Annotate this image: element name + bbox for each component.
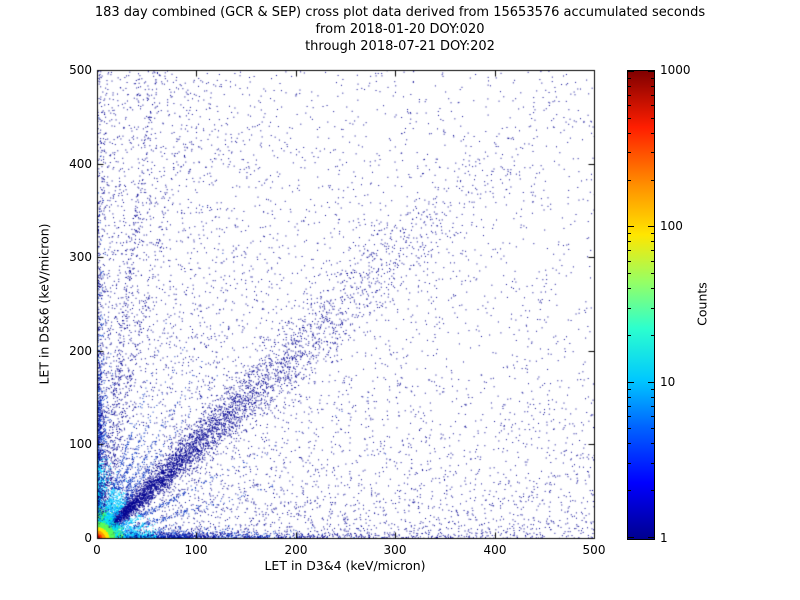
x-axis-label: LET in D3&4 (keV/micron)	[264, 558, 426, 573]
colorbar-tick	[651, 397, 654, 398]
colorbar-tick	[628, 261, 631, 262]
colorbar-tick	[628, 71, 634, 72]
colorbar-tick	[651, 95, 654, 96]
colorbar-tick	[628, 118, 631, 119]
x-tick-label-400: 400	[483, 543, 507, 557]
colorbar-tick	[651, 180, 654, 181]
colorbar-tick-label-100: 100	[660, 219, 683, 233]
colorbar-tick	[628, 86, 631, 87]
colorbar-tick	[628, 463, 631, 464]
colorbar-tick	[651, 416, 654, 417]
colorbar-tick	[651, 250, 654, 251]
colorbar-tick	[628, 416, 631, 417]
y-tick-label-300: 300	[69, 250, 92, 264]
chart-title: 183 day combined (GCR & SEP) cross plot …	[0, 4, 800, 55]
colorbar-tick	[628, 152, 631, 153]
colorbar-tick	[648, 382, 654, 383]
x-tick-label-300: 300	[383, 543, 407, 557]
colorbar-tick	[651, 261, 654, 262]
chart-title-line2: from 2018-01-20 DOY:020	[315, 22, 485, 37]
colorbar-tick	[628, 241, 631, 242]
colorbar-tick	[651, 308, 654, 309]
colorbar-tick	[628, 406, 631, 407]
colorbar-axis-label: Counts	[694, 282, 710, 326]
colorbar-tick	[651, 273, 654, 274]
chart-title-line1: 183 day combined (GCR & SEP) cross plot …	[94, 5, 706, 20]
colorbar-tick	[651, 233, 654, 234]
colorbar-tick	[628, 78, 631, 79]
colorbar-tick	[628, 443, 631, 444]
y-tick-label-0: 0	[84, 531, 92, 545]
colorbar-tick	[651, 105, 654, 106]
colorbar-tick	[651, 86, 654, 87]
colorbar-tick	[648, 71, 654, 72]
y-tick-label-100: 100	[69, 437, 92, 451]
colorbar-tick	[651, 152, 654, 153]
y-tick-label-500: 500	[69, 63, 92, 77]
colorbar-tick-label-1000: 1000	[660, 63, 691, 77]
y-axis-label: LET in D5&6 (keV/micron)	[36, 223, 52, 385]
colorbar-tick	[628, 133, 631, 134]
colorbar-tick	[628, 382, 634, 383]
colorbar-tick	[628, 288, 631, 289]
colorbar-tick	[628, 428, 631, 429]
colorbar-tick	[651, 428, 654, 429]
colorbar-tick	[628, 233, 631, 234]
colorbar-tick	[628, 95, 631, 96]
colorbar-tick	[651, 389, 654, 390]
colorbar-tick	[651, 463, 654, 464]
x-tick-label-200: 200	[284, 543, 308, 557]
x-tick-label-100: 100	[184, 543, 208, 557]
colorbar-tick	[651, 288, 654, 289]
x-tick-label-0: 0	[93, 543, 101, 557]
chart-title-line3: through 2018-07-21 DOY:202	[305, 39, 495, 54]
colorbar-tick	[628, 308, 631, 309]
colorbar-tick	[628, 490, 631, 491]
colorbar-tick	[651, 78, 654, 79]
colorbar-tick	[651, 406, 654, 407]
colorbar-tick	[651, 443, 654, 444]
colorbar-tick-label-1: 1	[660, 531, 668, 545]
colorbar-tick	[628, 226, 634, 227]
colorbar	[627, 70, 655, 540]
colorbar-tick	[651, 490, 654, 491]
colorbar-tick	[628, 335, 631, 336]
colorbar-tick	[628, 273, 631, 274]
y-tick-label-200: 200	[69, 344, 92, 358]
colorbar-tick-label-10: 10	[660, 375, 676, 389]
x-tick-label-500: 500	[582, 543, 606, 557]
colorbar-tick	[628, 397, 631, 398]
colorbar-tick	[628, 537, 634, 538]
colorbar-tick	[628, 389, 631, 390]
colorbar-tick	[651, 133, 654, 134]
colorbar-tick	[628, 250, 631, 251]
y-tick-label-400: 400	[69, 157, 92, 171]
colorbar-tick	[651, 118, 654, 119]
colorbar-tick	[648, 226, 654, 227]
colorbar-tick	[651, 335, 654, 336]
colorbar-tick	[628, 180, 631, 181]
colorbar-tick	[628, 105, 631, 106]
colorbar-tick	[651, 241, 654, 242]
colorbar-tick	[648, 537, 654, 538]
